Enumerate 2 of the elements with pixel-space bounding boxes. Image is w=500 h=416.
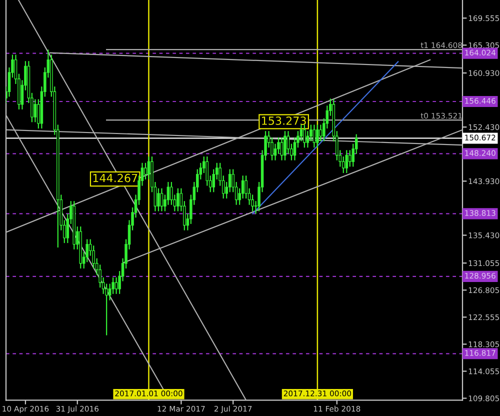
annotation: 144.267 (93, 174, 138, 182)
annotation: 153.273 (262, 116, 306, 125)
